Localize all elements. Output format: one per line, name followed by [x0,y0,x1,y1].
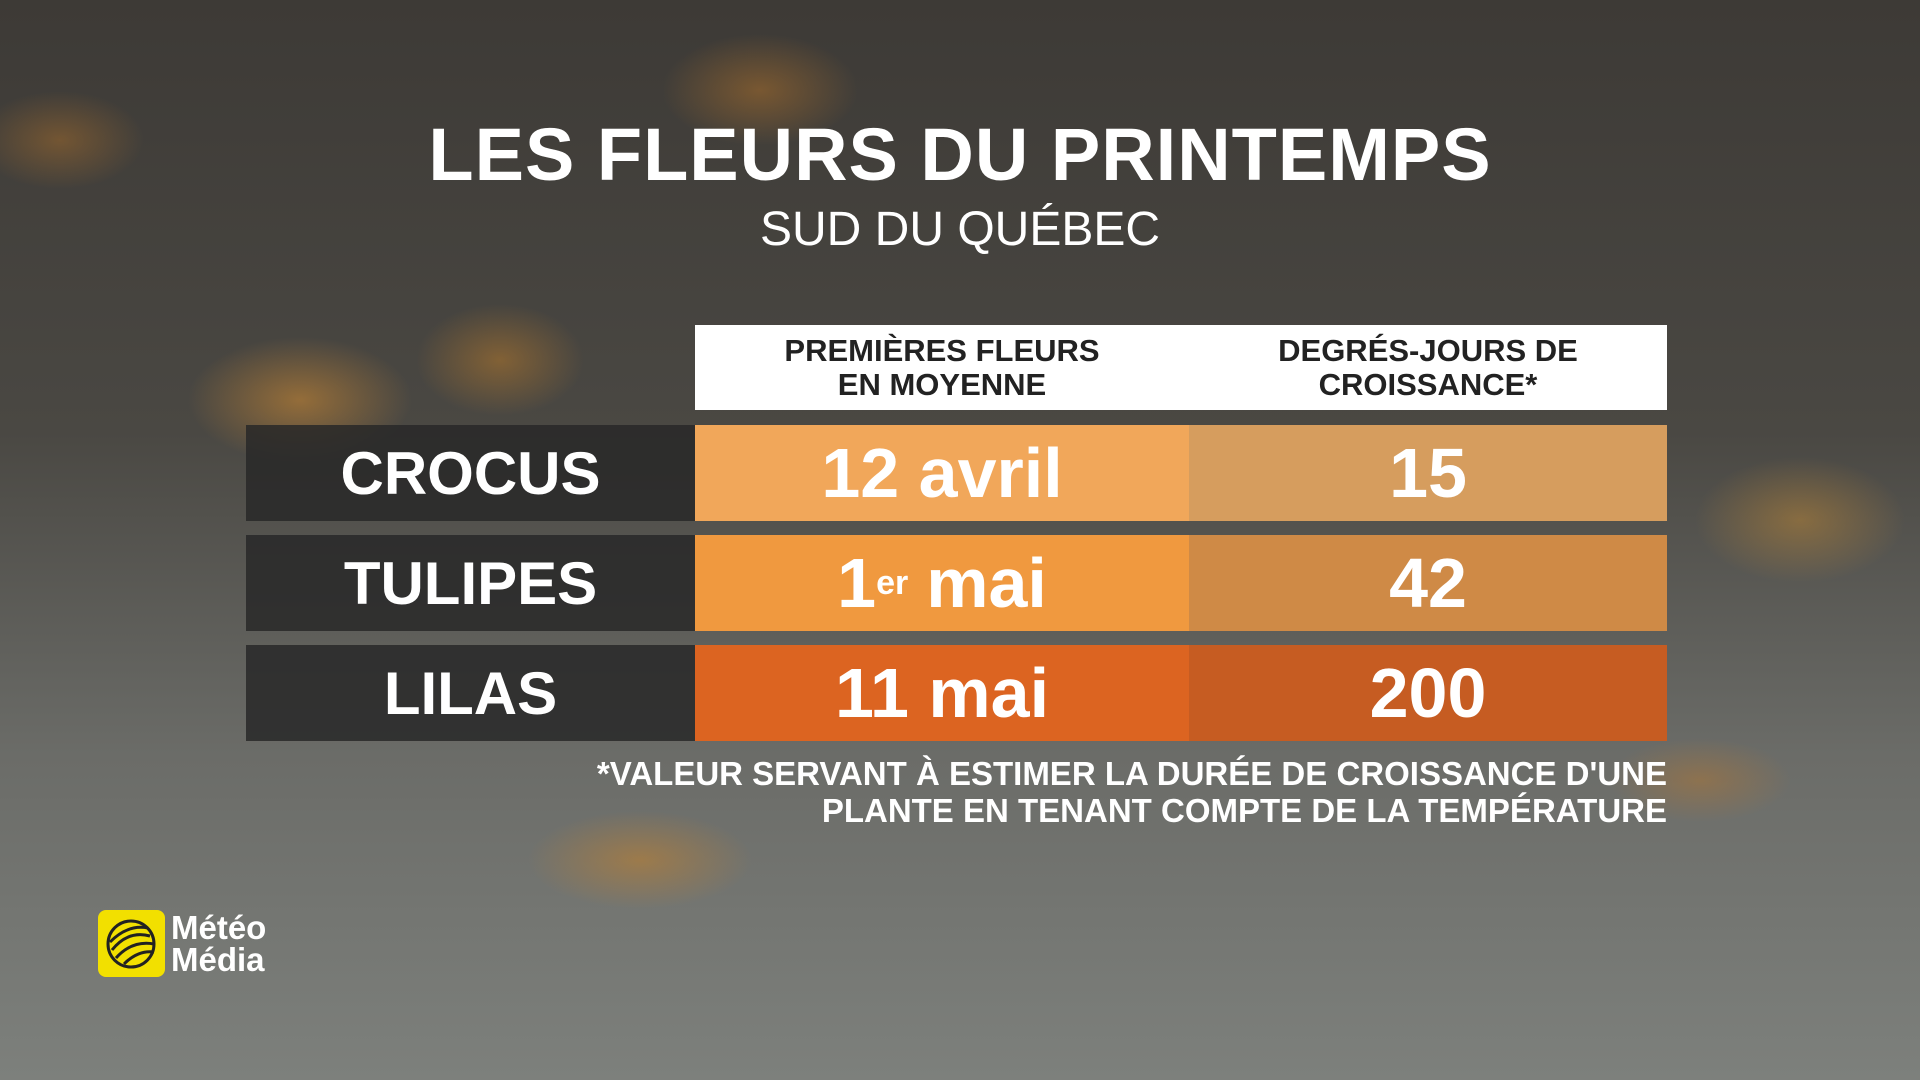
date-number: 1 [837,544,877,622]
logo-text: Média [171,940,265,978]
subtitle: SUD DU QUÉBEC [759,203,1161,256]
value-cell: 200 [1189,645,1667,741]
logo-text: Météo [171,908,267,946]
date-cell: 11 mai [695,645,1189,741]
value-cell: 42 [1189,535,1667,631]
footnote-line: PLANTE EN TENANT COMPTE DE LA TEMPÉRATUR… [821,792,1667,829]
row-label: TULIPES [246,535,695,631]
column-header-line: CROISSANCE* [1318,366,1538,402]
row-label: LILAS [246,645,695,741]
column-header: DEGRÉS-JOURS DE CROISSANCE* [1189,325,1667,410]
column-header-line: DEGRÉS-JOURS DE [1278,332,1578,368]
date-cell: 12 avril [695,425,1189,521]
column-header: PREMIÈRES FLEURS EN MOYENNE [695,325,1189,410]
footnote-line: *VALEUR SERVANT À ESTIMER LA DURÉE DE CR… [596,755,1667,792]
footnote: *VALEUR SERVANT À ESTIMER LA DURÉE DE CR… [597,755,1667,829]
column-header-line: EN MOYENNE [837,366,1047,402]
value-cell: 15 [1189,425,1667,521]
title: LES FLEURS DU PRINTEMPS [428,113,1492,196]
logo: Météo Média [98,910,266,977]
date-cell: 1 er mai [695,535,1189,631]
logo-icon [98,910,165,977]
column-header-line: PREMIÈRES FLEURS [784,332,1100,368]
row-label: CROCUS [246,425,695,521]
date-month: mai [926,544,1047,622]
